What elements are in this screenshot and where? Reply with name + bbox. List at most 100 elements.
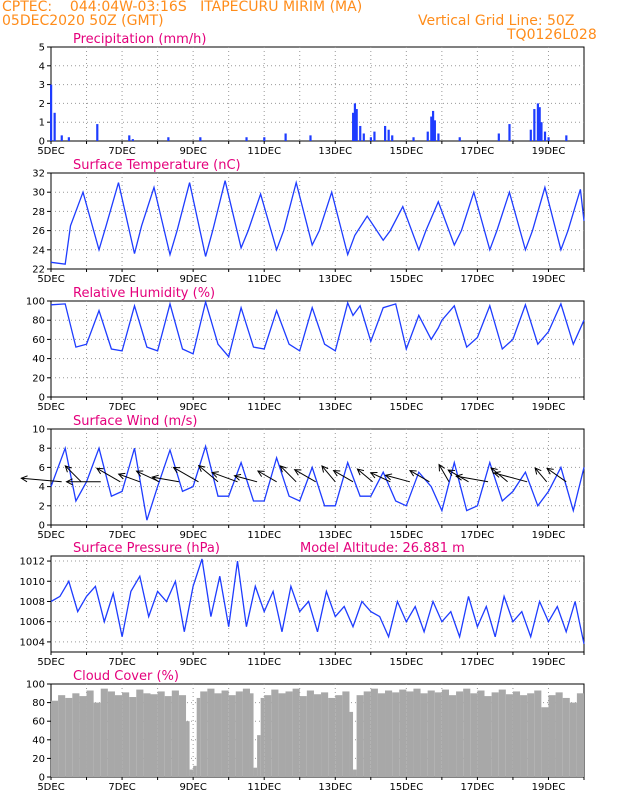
y-tick-label: 40 [32,735,45,746]
wind-arrow-shaft [546,467,567,483]
panel-title: Relative Humidity (%) [73,286,215,301]
precip-bar [543,131,547,141]
y-tick-label: 26 [32,226,45,237]
x-tick-label: 17DEC [461,530,495,541]
cloud-cover-bar [214,693,222,777]
x-tick-label: 7DEC [108,146,135,157]
precip-bar [437,133,440,141]
y-tick-label: 5 [39,43,45,54]
y-tick-label: 22 [32,265,45,276]
cloud-cover-bar [427,690,435,777]
y-tick-label: 0 [39,773,45,784]
cloud-cover-bar [313,694,322,777]
wind-arrow-shaft [333,470,354,483]
x-tick-label: 13DEC [318,782,352,793]
cloud-cover-bar [456,691,464,777]
precip-bar [565,135,568,141]
cloud-cover-bar [65,697,73,777]
wind-arrow-head [534,467,542,475]
cloud-cover-bar [257,735,261,777]
cloud-cover-bar [228,695,236,777]
wind-arrow-head [64,465,72,473]
x-tick-label: 7DEC [108,274,135,285]
wind-arrow-head [321,465,329,473]
y-tick-label: 1004 [20,637,45,648]
cloud-cover-bar [100,688,108,777]
y-tick-label: 1 [39,118,45,129]
x-tick-label: 15DEC [389,402,423,413]
wind-arrow-shaft [198,465,219,483]
precip-bar [263,137,266,141]
panel-subtitle: Model Altitude: 26.881 m [300,541,465,556]
x-tick-label: 15DEC [389,146,423,157]
panel-title: Surface Temperature (nC) [73,158,241,173]
x-tick-label: 11DEC [247,657,281,668]
cloud-cover-bar [186,721,190,777]
precip-bar [536,103,540,141]
cloud-cover-bar [548,695,556,777]
cloud-cover-bar [470,693,478,777]
cloud-cover-bar [527,693,535,777]
x-tick-label: 17DEC [461,402,495,413]
precip-bar [352,112,355,141]
wind-arrow-shaft [279,465,297,483]
y-tick-label: 80 [32,698,45,709]
cloud-cover-bar [321,692,329,777]
cloud-cover-bar [342,691,350,777]
precip-bar [529,129,532,141]
x-tick-label: 19DEC [532,657,566,668]
cloud-cover-bar [328,697,336,777]
panel-frame [50,555,585,653]
y-tick-label: 4 [39,482,45,493]
cloud-cover-bar [306,690,314,777]
x-tick-label: 9DEC [179,274,206,285]
cloud-cover-bar [399,689,407,777]
y-tick-label: 1008 [20,597,45,608]
cloud-cover-bar [406,691,414,777]
cloud-cover-bar [353,769,357,777]
cloud-cover-bar [413,688,421,777]
x-tick-label: 7DEC [108,402,135,413]
wind-arrow-head [135,470,144,477]
precip-bar [497,133,500,141]
wind-arrow-shaft [456,475,489,483]
cloud-cover-bar [576,693,584,777]
wind-arrow-head [172,466,181,474]
cloud-cover-bar [200,691,208,777]
panel-frame [50,46,585,142]
panel-title: Precipitation (mm/h) [73,32,206,47]
y-tick-label: 8 [39,444,45,455]
cloud-cover-bar [164,696,172,777]
x-tick-label: 7DEC [108,530,135,541]
precip-bar [384,125,387,141]
cloud-cover-bar [335,695,343,777]
precip-bar [67,137,70,141]
x-tick-label: 9DEC [179,146,206,157]
wind-arrow-shaft [96,467,121,483]
cloud-cover-bar [260,697,265,777]
precip-bar [359,125,362,141]
x-tick-label: 9DEC [179,657,206,668]
cloud-cover-bar [484,696,492,777]
x-tick-label: 19DEC [532,530,566,541]
cloud-cover-bar [271,689,279,777]
x-tick-label: 7DEC [108,782,135,793]
precip-bar [508,124,511,141]
y-tick-label: 40 [32,354,45,365]
x-tick-label: 19DEC [532,782,566,793]
precip-bar [433,120,436,141]
wind-arrow-head [408,469,417,477]
x-tick-label: 17DEC [461,146,495,157]
cloud-cover-bar [448,695,457,777]
cloud-cover-bar [93,702,101,777]
precip-bar [430,116,433,141]
wind-arrow-head [384,473,393,481]
y-tick-label: 0 [39,521,45,532]
cloud-cover-bar [157,691,165,777]
y-tick-label: 60 [32,335,45,346]
x-tick-label: 17DEC [461,274,495,285]
precip-bar [353,103,357,141]
cloud-cover-bar [541,707,549,777]
x-tick-label: 5DEC [37,402,64,413]
precip-bar [533,109,536,141]
